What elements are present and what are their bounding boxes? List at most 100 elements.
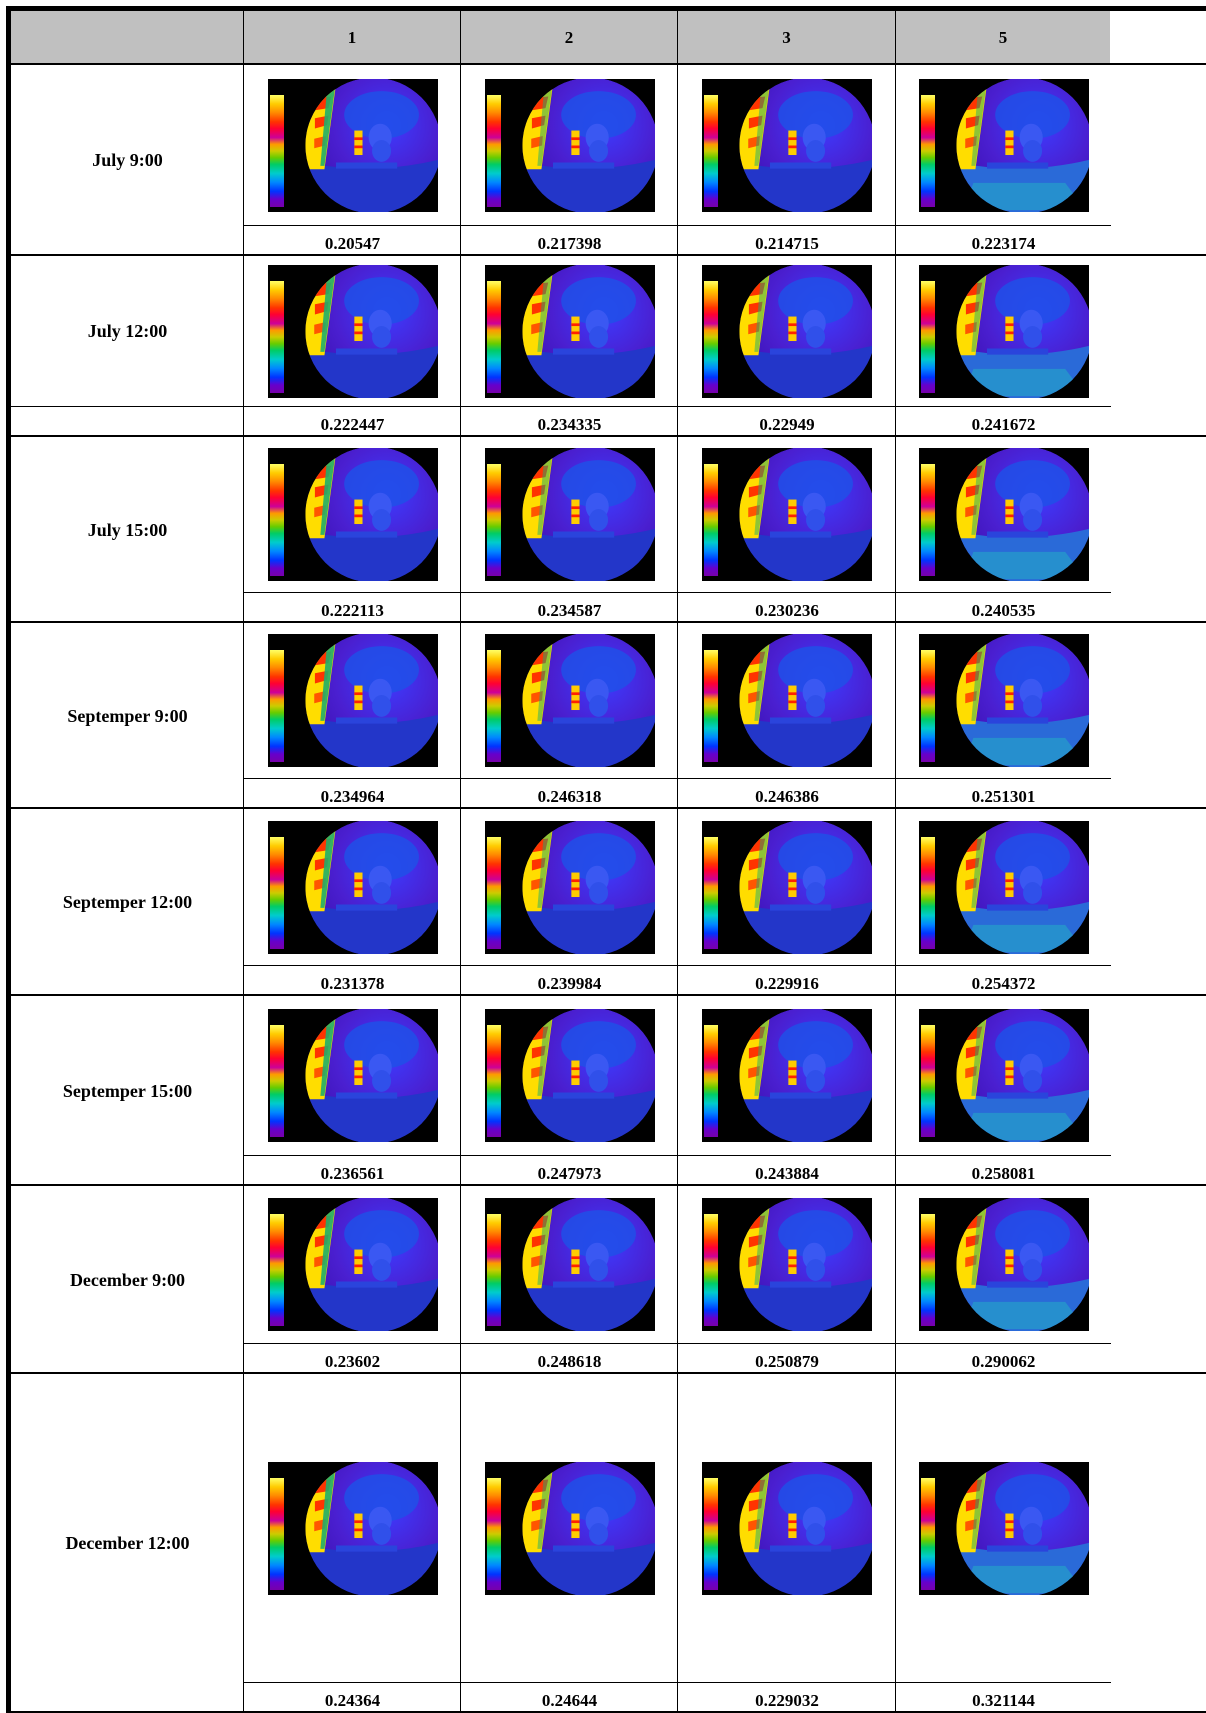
- metric-value-cell: 0.229032: [755, 1691, 819, 1710]
- column-divider: [677, 996, 678, 1186]
- luminance-render-cell: [461, 1186, 678, 1343]
- luminance-render-cell: [896, 809, 1111, 965]
- cell-divider: [244, 225, 461, 226]
- cell-divider: [244, 1682, 461, 1683]
- column-divider: [677, 1374, 678, 1713]
- luminance-fisheye-render-icon: [267, 1198, 438, 1331]
- column-divider: [895, 809, 896, 996]
- column-divider: [677, 809, 678, 996]
- metric-value-cell: 0.234964: [320, 787, 385, 806]
- metric-value-cell: 0.247973: [537, 1164, 602, 1183]
- luminance-fisheye-render-icon: [918, 1198, 1089, 1331]
- table-row: July 12:00: [11, 256, 1206, 437]
- luminance-fisheye-render-icon: [484, 264, 655, 398]
- luminance-fisheye-render-icon: [702, 1461, 872, 1595]
- column-divider: [243, 1186, 244, 1374]
- cell-divider: [244, 406, 461, 407]
- luminance-fisheye-render-icon: [918, 634, 1089, 767]
- cell-divider: [896, 592, 1111, 593]
- luminance-fisheye-render-icon: [918, 448, 1089, 581]
- table-row: December 9:00: [11, 1186, 1206, 1374]
- column-divider: [895, 437, 896, 623]
- luminance-render-cell: [678, 1374, 896, 1682]
- luminance-render-cell: [896, 65, 1111, 225]
- luminance-render-cell: [461, 256, 678, 406]
- luminance-render-cell: [244, 437, 461, 592]
- column-divider: [243, 437, 244, 623]
- cell-divider: [461, 778, 678, 779]
- table-left-border: [6, 6, 11, 1713]
- table-row: July 9:00: [11, 65, 1206, 256]
- cell-divider: [896, 1682, 1111, 1683]
- metric-value-cell: 0.223174: [971, 234, 1036, 253]
- luminance-render-cell: [244, 996, 461, 1155]
- luminance-fisheye-render-icon: [267, 820, 438, 954]
- luminance-fisheye-render-icon: [702, 634, 872, 767]
- cell-divider: [896, 1343, 1111, 1344]
- column-divider: [895, 65, 896, 256]
- luminance-fisheye-render-icon: [702, 1009, 872, 1142]
- header-column-2: 2: [461, 11, 677, 65]
- row-divider: [11, 807, 1206, 809]
- metric-value-cell: 0.231378: [320, 974, 385, 993]
- row-label: July 12:00: [87, 320, 168, 341]
- metric-value-cell: 0.229916: [755, 974, 819, 993]
- luminance-render-cell: [244, 1374, 461, 1682]
- cell-divider: [244, 965, 461, 966]
- cell-divider: [896, 778, 1111, 779]
- cell-divider: [244, 1343, 461, 1344]
- luminance-fisheye-render-icon: [484, 820, 655, 954]
- metric-value-cell: 0.24364: [324, 1691, 381, 1710]
- metric-value-cell: 0.230236: [755, 601, 819, 620]
- metric-value-cell: 0.251301: [971, 787, 1036, 806]
- luminance-fisheye-render-icon: [484, 634, 655, 767]
- cell-divider: [678, 778, 896, 779]
- metric-value-cell: 0.240535: [971, 601, 1036, 620]
- metric-value-cell: 0.23602: [324, 1352, 381, 1371]
- cell-divider: [896, 1155, 1111, 1156]
- luminance-render-cell: [461, 65, 678, 225]
- cell-divider: [244, 778, 461, 779]
- column-divider: [895, 1374, 896, 1713]
- luminance-fisheye-render-icon: [484, 1009, 655, 1142]
- luminance-fisheye-render-icon: [484, 1461, 655, 1595]
- metric-value-cell: 0.234587: [537, 601, 602, 620]
- column-divider: [243, 1374, 244, 1713]
- column-divider: [460, 437, 461, 623]
- luminance-render-cell: [244, 1186, 461, 1343]
- column-divider: [243, 256, 244, 437]
- header-column-3: 3: [678, 11, 895, 65]
- cell-divider: [896, 225, 1111, 226]
- cell-divider: [896, 965, 1111, 966]
- luminance-render-cell: [896, 437, 1111, 592]
- cell-divider: [461, 1155, 678, 1156]
- column-divider: [243, 65, 244, 256]
- header-divider: [11, 63, 1206, 65]
- row-label: December 9:00: [69, 1269, 186, 1290]
- column-divider: [460, 65, 461, 256]
- luminance-fisheye-render-icon: [702, 448, 872, 581]
- luminance-fisheye-render-icon: [918, 820, 1089, 954]
- column-divider: [677, 65, 678, 256]
- luminance-render-cell: [678, 65, 896, 225]
- cell-divider: [678, 406, 896, 407]
- column-divider: [460, 1186, 461, 1374]
- cell-divider: [11, 406, 244, 407]
- luminance-fisheye-render-icon: [484, 1198, 655, 1331]
- column-divider: [677, 1186, 678, 1374]
- row-label: Septemper 15:00: [62, 1080, 193, 1101]
- column-divider: [677, 437, 678, 623]
- column-divider: [460, 996, 461, 1186]
- metric-value-cell: 0.321144: [972, 1691, 1035, 1710]
- cell-divider: [244, 592, 461, 593]
- column-divider: [895, 1186, 896, 1374]
- metric-value-cell: 0.217398: [537, 234, 602, 253]
- metric-value-cell: 0.222113: [321, 601, 384, 620]
- row-divider: [11, 435, 1206, 437]
- luminance-fisheye-render-icon: [267, 1461, 438, 1595]
- column-divider: [895, 11, 896, 65]
- row-divider: [11, 1711, 1206, 1713]
- row-divider: [11, 994, 1206, 996]
- column-divider: [243, 11, 244, 65]
- cell-divider: [678, 1155, 896, 1156]
